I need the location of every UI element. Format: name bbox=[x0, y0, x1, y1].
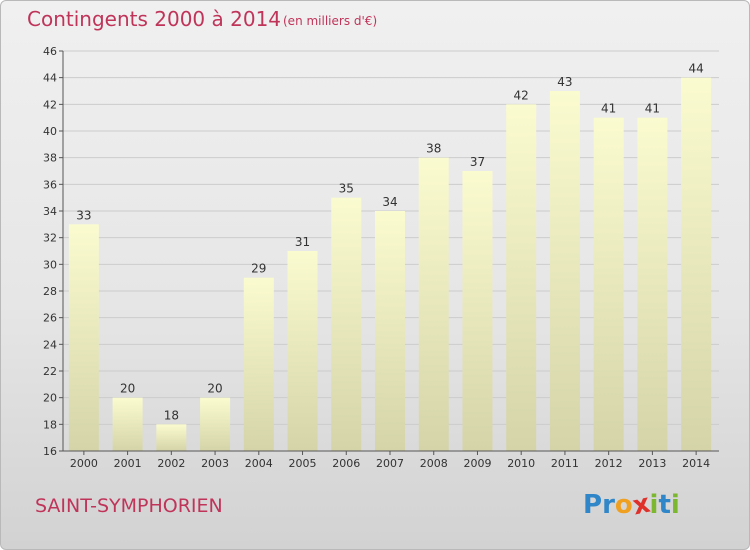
proxiti-logo: Proxiti bbox=[583, 489, 680, 522]
bar-value-label: 20 bbox=[120, 382, 135, 396]
bar-2001 bbox=[112, 397, 143, 451]
x-tick-label: 2007 bbox=[376, 457, 404, 470]
x-tick-label: 2005 bbox=[289, 457, 317, 470]
x-tick-label: 2000 bbox=[70, 457, 98, 470]
x-tick-label: 2008 bbox=[420, 457, 448, 470]
bar-value-label: 35 bbox=[339, 182, 354, 196]
y-tick-label: 30 bbox=[43, 258, 57, 271]
x-tick-label: 2010 bbox=[507, 457, 535, 470]
bar-value-label: 31 bbox=[295, 235, 310, 249]
logo-letter: t bbox=[658, 490, 671, 520]
logo-letter: i bbox=[670, 490, 680, 520]
logo-letter: o bbox=[614, 490, 633, 520]
bar-value-label: 29 bbox=[251, 262, 266, 276]
y-tick-label: 20 bbox=[43, 392, 57, 405]
y-tick-label: 34 bbox=[43, 205, 57, 218]
bar-2003 bbox=[200, 397, 231, 451]
y-tick-label: 28 bbox=[43, 285, 57, 298]
chart-subtitle: (en milliers d'€) bbox=[283, 14, 378, 28]
y-tick-label: 44 bbox=[43, 72, 57, 85]
bar-2008 bbox=[418, 157, 449, 451]
y-tick-label: 16 bbox=[43, 445, 57, 458]
bar-value-label: 42 bbox=[514, 88, 529, 102]
x-tick-label: 2013 bbox=[638, 457, 666, 470]
bar-value-label: 20 bbox=[207, 382, 222, 396]
bar-2010 bbox=[506, 104, 537, 451]
bar-value-label: 38 bbox=[426, 142, 441, 156]
bars: 33 20 18 20 29 31 35 34 38 37 42 43 41 41 44 bbox=[68, 62, 712, 452]
x-tick-label: 2012 bbox=[595, 457, 623, 470]
y-tick-label: 40 bbox=[43, 125, 57, 138]
y-tick-label: 18 bbox=[43, 418, 57, 431]
bar-2000 bbox=[68, 224, 99, 451]
y-tick-label: 32 bbox=[43, 232, 57, 245]
bar-2004 bbox=[243, 277, 274, 451]
bar-2002 bbox=[156, 424, 187, 451]
logo-letter: P bbox=[583, 490, 603, 520]
bar-2005 bbox=[287, 251, 318, 451]
y-tick-label: 22 bbox=[43, 365, 57, 378]
y-tick-label: 36 bbox=[43, 178, 57, 191]
x-tick-label: 2002 bbox=[157, 457, 185, 470]
x-tick-label: 2003 bbox=[201, 457, 229, 470]
bar-2013 bbox=[637, 117, 668, 452]
bar-value-label: 34 bbox=[382, 195, 397, 209]
bar-value-label: 18 bbox=[164, 408, 179, 422]
logo-letter: i bbox=[649, 490, 659, 520]
y-tick-label: 42 bbox=[43, 98, 57, 111]
bar-2011 bbox=[549, 91, 580, 451]
bar-2014 bbox=[681, 77, 712, 452]
x-tick-label: 2006 bbox=[332, 457, 360, 470]
bar-2009 bbox=[462, 171, 493, 451]
bar-value-label: 44 bbox=[688, 62, 703, 76]
bar-2007 bbox=[375, 211, 405, 451]
bar-2006 bbox=[331, 197, 362, 451]
y-tick-label: 26 bbox=[43, 312, 57, 325]
x-tick-label: 2011 bbox=[551, 457, 579, 470]
bar-value-label: 37 bbox=[470, 155, 485, 169]
bar-value-label: 41 bbox=[601, 102, 616, 116]
bar-value-label: 43 bbox=[557, 75, 572, 89]
x-tick-label: 2004 bbox=[245, 457, 273, 470]
x-tick-label: 2014 bbox=[682, 457, 710, 470]
y-tick-label: 46 bbox=[43, 45, 57, 58]
bar-2012 bbox=[593, 117, 624, 452]
logo-letter: r bbox=[602, 490, 615, 520]
chart-title: Contingents 2000 à 2014 bbox=[27, 7, 282, 31]
y-tick-label: 24 bbox=[43, 338, 57, 351]
place-name: SAINT-SYMPHORIEN bbox=[35, 495, 223, 517]
bar-value-label: 41 bbox=[645, 102, 660, 116]
y-tick-label: 38 bbox=[43, 152, 57, 165]
x-tick-label: 2009 bbox=[463, 457, 491, 470]
x-tick-label: 2001 bbox=[114, 457, 142, 470]
axes: 16 18 20 22 24 26 28 30 32 34 36 38 40 42 44 46 2000 2001… bbox=[43, 45, 719, 470]
bar-value-label: 33 bbox=[76, 208, 91, 222]
